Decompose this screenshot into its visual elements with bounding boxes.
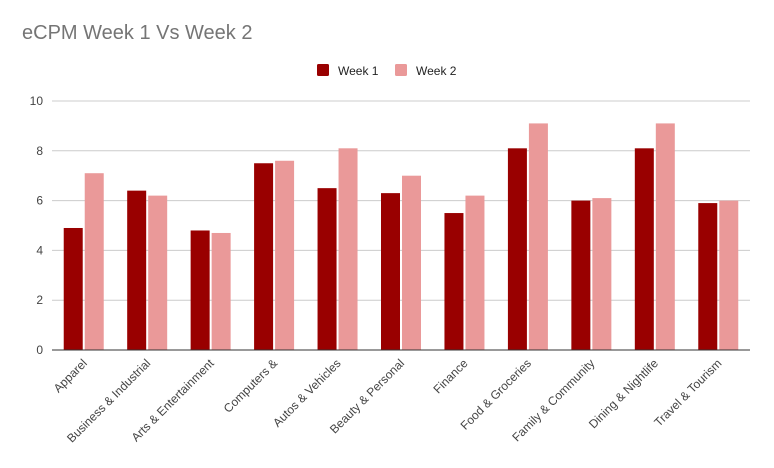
bar-week-2[interactable] (528, 123, 548, 350)
y-tick-label: 4 (36, 243, 43, 257)
bar-week-1[interactable] (317, 188, 337, 350)
legend-swatch (317, 64, 329, 76)
legend-label: Week 2 (416, 64, 457, 78)
bar-week-2[interactable] (655, 123, 675, 350)
y-tick-label: 8 (36, 144, 43, 158)
x-tick-label: Computers & (221, 356, 280, 415)
bar-week-1[interactable] (634, 148, 654, 350)
bar-week-2[interactable] (211, 232, 231, 350)
y-tick-label: 0 (36, 343, 43, 357)
bar-week-2[interactable] (148, 195, 168, 350)
legend-label: Week 1 (338, 64, 379, 78)
x-tick-label: Autos & Vehicles (270, 356, 344, 430)
x-tick-label: Apparel (51, 356, 90, 395)
y-tick-label: 2 (36, 293, 43, 307)
legend-swatch (395, 64, 407, 76)
bar-week-1[interactable] (507, 148, 527, 350)
bar-week-1[interactable] (254, 163, 274, 350)
x-tick-label: Travel & Tourism (651, 356, 724, 429)
x-tick-label: Dining & Nightlife (586, 356, 661, 431)
bar-week-2[interactable] (275, 160, 295, 350)
bar-week-2[interactable] (592, 198, 612, 350)
x-tick-label: Finance (430, 356, 470, 396)
bar-week-1[interactable] (444, 213, 464, 350)
y-tick-label: 10 (30, 94, 44, 108)
y-tick-label: 6 (36, 194, 43, 208)
bar-week-2[interactable] (84, 173, 104, 350)
bar-week-1[interactable] (571, 200, 591, 350)
bar-week-2[interactable] (402, 175, 421, 350)
bar-week-1[interactable] (63, 227, 83, 350)
bar-week-2[interactable] (719, 200, 739, 350)
bar-week-1[interactable] (698, 203, 718, 350)
bar-week-1[interactable] (127, 190, 147, 350)
bar-week-1[interactable] (190, 230, 210, 350)
bar-week-2[interactable] (465, 195, 485, 350)
bar-week-2[interactable] (338, 148, 358, 350)
chart-title: eCPM Week 1 Vs Week 2 (22, 22, 253, 44)
bar-week-1[interactable] (381, 193, 400, 350)
